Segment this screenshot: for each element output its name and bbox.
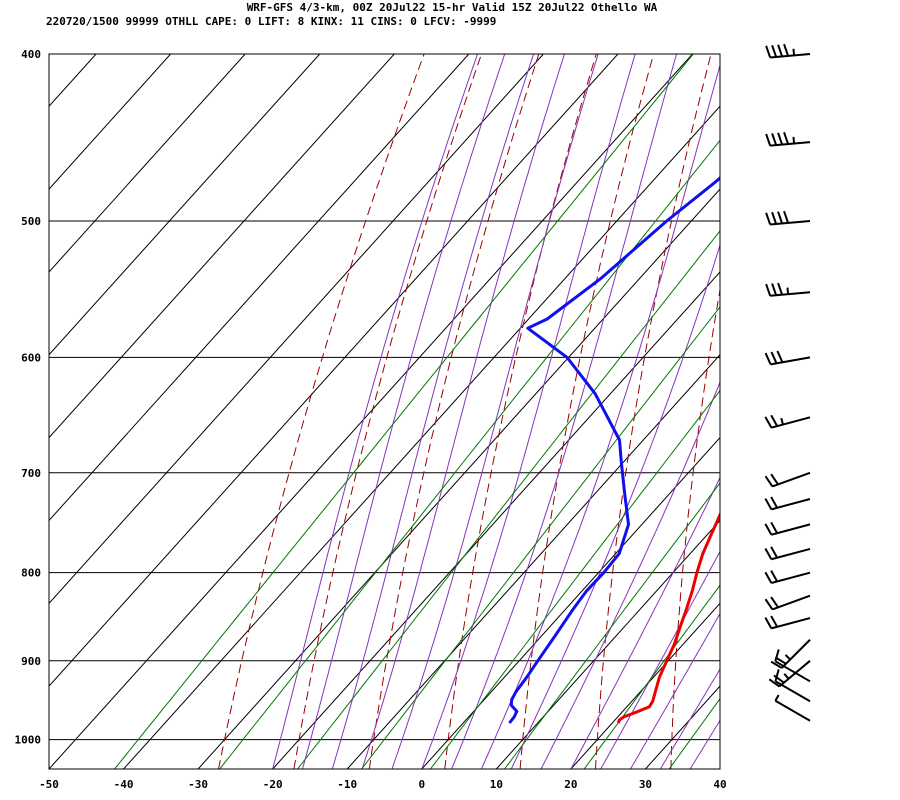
isotherm-line [495, 519, 720, 769]
moist-adiabat-line [361, 54, 565, 769]
temperature-tick-label: 10 [490, 778, 503, 791]
mixing-ratio-line [759, 54, 900, 769]
wind-barb [764, 546, 811, 561]
moist-adiabat-line [630, 612, 720, 769]
sounding-profiles [508, 175, 720, 724]
temperature-tick-label: 40 [713, 778, 726, 791]
mixing-ratio-line [583, 584, 720, 769]
wind-barb [768, 660, 811, 688]
dry-adiabat-line [820, 54, 883, 769]
isotherm-line [49, 54, 395, 439]
pressure-axis-labels: 400 500 600 700 800 900 1000 [15, 48, 42, 747]
mixing-ratio-line [504, 482, 720, 769]
isotherm-line [197, 188, 720, 769]
temperature-axis-labels: -50 -40 -30 -20 -10 0 10 20 30 40 [39, 778, 727, 791]
chart-title: WRF-GFS 4/3-km, 00Z 20Jul22 15-hr Valid … [247, 1, 658, 14]
dewpoint-profile-line [508, 175, 720, 724]
moist-adiabat-line [480, 63, 720, 769]
moist-adiabat-line [451, 54, 678, 769]
wind-barb [765, 282, 811, 297]
mixing-ratio-line [430, 389, 720, 769]
chart-stats-line: 220720/1500 99999 OTHLL CAPE: 0 LIFT: 8 … [46, 15, 496, 28]
wind-barb [765, 43, 811, 59]
isotherm-line [49, 54, 470, 522]
temperature-tick-label: 20 [564, 778, 577, 791]
isotherm-line [49, 54, 544, 605]
wind-barbs [764, 43, 811, 722]
isotherm-line [49, 54, 97, 108]
dry-adiabat-line [293, 54, 482, 769]
moist-adiabat-line [272, 54, 478, 769]
moist-adiabat-line [510, 243, 720, 769]
temperature-tick-label: -20 [263, 778, 283, 791]
isotherm-line [272, 271, 720, 769]
temperature-tick-label: 30 [639, 778, 652, 791]
moist-adiabat-line [302, 54, 506, 769]
temperature-tick-label: -10 [337, 778, 357, 791]
moist-adiabat-line [331, 54, 535, 769]
wind-barb [765, 132, 811, 147]
isotherm-line [346, 354, 720, 769]
wind-barb [774, 694, 811, 722]
dry-adiabat-line [892, 54, 900, 769]
pressure-tick-label: 500 [21, 215, 41, 228]
wind-barb [774, 649, 811, 683]
pressure-tick-label: 900 [21, 655, 41, 668]
isotherm-line [123, 105, 720, 769]
dry-adiabat-line [368, 54, 540, 769]
wind-barb [764, 615, 811, 630]
isotherm-line [49, 54, 321, 356]
mixing-ratio-line [297, 230, 720, 769]
moist-adiabat-line [600, 550, 720, 769]
temperature-profile-line [616, 511, 720, 724]
isotherm-line [49, 54, 619, 687]
wind-barb [764, 471, 811, 488]
mixing-ratio-line [114, 54, 694, 769]
pressure-tick-label: 1000 [15, 734, 42, 747]
wind-barb [764, 496, 811, 511]
temperature-tick-label: -30 [188, 778, 208, 791]
wind-barb [764, 570, 811, 584]
dry-adiabat-line [519, 54, 655, 769]
isotherm-line [421, 436, 720, 769]
wind-barb [764, 521, 811, 536]
pressure-tick-label: 800 [21, 567, 41, 580]
wind-barb [765, 210, 811, 226]
pressure-tick-label: 700 [21, 467, 41, 480]
temperature-tick-label: -50 [39, 778, 59, 791]
wind-barb [764, 414, 811, 429]
reference-grid [49, 54, 900, 769]
moist-adiabat-line [689, 719, 720, 769]
moist-adiabat-line [659, 668, 720, 769]
moist-adiabat-line [391, 54, 599, 769]
mixing-ratio-line [219, 139, 720, 769]
wind-barb [764, 350, 811, 366]
wind-barb [770, 639, 811, 669]
mixing-ratio-line [361, 306, 720, 769]
temperature-tick-label: 0 [418, 778, 425, 791]
dry-adiabat-line [746, 54, 826, 769]
dry-adiabat-line [218, 54, 425, 769]
isotherm-line [49, 54, 693, 769]
wind-barb [764, 594, 811, 611]
temperature-tick-label: -40 [114, 778, 134, 791]
isotherm-line [49, 54, 246, 273]
plot-frame [48, 53, 721, 770]
moist-adiabat-line [540, 380, 720, 769]
pressure-tick-label: 400 [21, 48, 41, 61]
isotherm-line [570, 602, 720, 769]
pressure-tick-label: 600 [21, 351, 41, 364]
isotherm-line [49, 54, 171, 190]
